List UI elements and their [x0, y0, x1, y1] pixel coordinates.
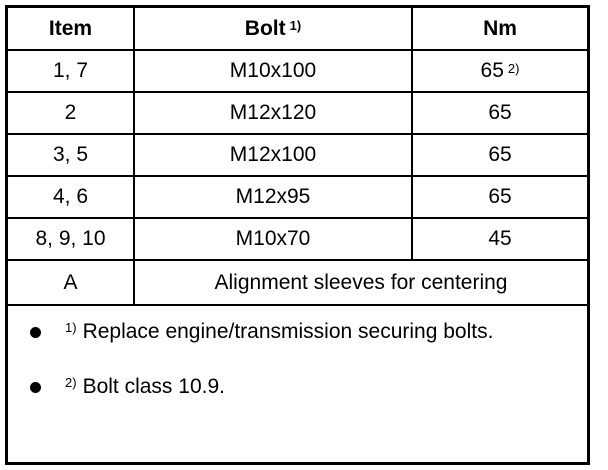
cell-nm: 65: [488, 101, 512, 124]
header-nm: Nm: [413, 8, 587, 49]
note-item: 2) Bolt class 10.9.: [30, 375, 225, 399]
nm-value: 65: [480, 59, 504, 82]
cell-bolt: M10x70: [235, 227, 311, 250]
header-label: Item: [48, 16, 93, 40]
torque-table: Item Bolt 1) Nm 1, 7 M10x100 65 2) 2 M12x1…: [5, 5, 590, 465]
header-bolt: Bolt 1): [135, 8, 411, 49]
cell-nm: 45: [488, 227, 512, 250]
note-text: Bolt class 10.9.: [82, 375, 225, 398]
footnote-marker: 2): [65, 374, 77, 390]
cell-bolt: M12x100: [229, 143, 317, 166]
header-label: Nm: [483, 16, 517, 40]
cell-item: 3, 5: [52, 143, 89, 166]
header-label: Bolt: [244, 16, 286, 40]
header-item: Item: [8, 8, 133, 49]
row-divider: [8, 217, 587, 219]
note-text: Replace engine/transmission securing bol…: [82, 320, 494, 343]
row-divider: [8, 133, 587, 135]
row-divider: [8, 175, 587, 177]
cell-item: 2: [64, 101, 77, 124]
cell-nm: 65 2): [413, 51, 587, 91]
cell-item: A: [63, 270, 78, 294]
cell-item: 4, 6: [52, 185, 89, 208]
cell-item: 8, 9, 10: [35, 227, 106, 250]
bullet-icon: [30, 326, 41, 338]
cell-item: 1, 7: [52, 59, 89, 82]
footnote-marker: 1): [289, 18, 302, 33]
cell-nm: 65: [488, 185, 512, 208]
bullet-icon: [30, 381, 41, 393]
column-divider: [133, 8, 135, 306]
note-item: 1) Replace engine/transmission securing …: [30, 320, 493, 344]
row-divider: [8, 259, 587, 261]
cell-bolt: M12x120: [229, 101, 317, 124]
cell-nm: 65: [488, 143, 512, 166]
row-divider: [8, 49, 587, 51]
cell-description: Alignment sleeves for centering: [214, 270, 508, 294]
row-divider: [8, 91, 587, 93]
footnote-marker: 1): [65, 319, 77, 335]
footnote-marker: 2): [507, 60, 520, 76]
column-divider: [411, 8, 413, 261]
cell-bolt: M12x95: [235, 185, 311, 208]
cell-bolt: M10x100: [229, 59, 317, 82]
row-divider: [8, 304, 587, 306]
